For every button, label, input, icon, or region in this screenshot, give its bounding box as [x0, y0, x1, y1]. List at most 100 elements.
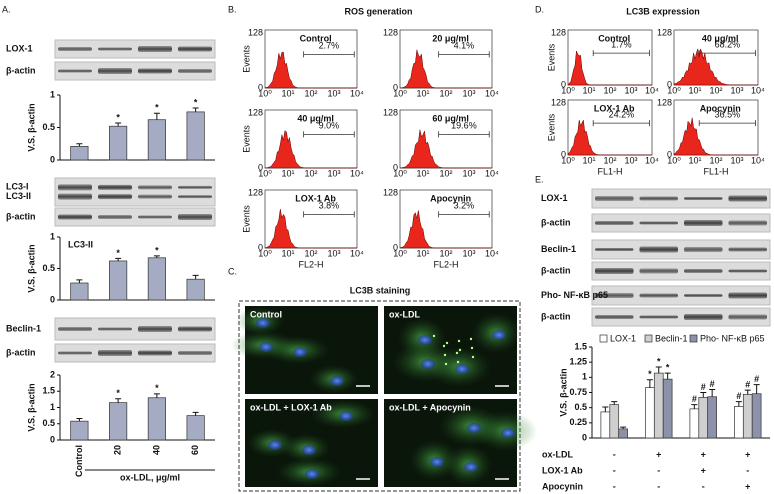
x-tick-label: 10² [709, 155, 722, 165]
sample-label: 20 μg/ml [432, 33, 469, 43]
x-tick-label: 10³ [730, 85, 743, 95]
gate-marker [303, 211, 355, 218]
x-tick-label: 10⁴ [751, 155, 765, 165]
nucleus [421, 359, 435, 369]
blot-band [138, 194, 172, 199]
chart-annotation: LC3-II [68, 239, 93, 249]
bar [147, 119, 166, 161]
y-tick-label: 128 [551, 97, 566, 107]
y-tick-label: 0 [393, 162, 398, 172]
bar [707, 396, 717, 439]
y-tick-label: 128 [248, 187, 263, 197]
blot-image [591, 188, 771, 209]
x-tick-label: 10² [603, 85, 616, 95]
x-tick-label: 10¹ [688, 155, 701, 165]
condition-value: - [746, 465, 749, 475]
legend-label: LOX-1 [610, 333, 636, 343]
blot-band [58, 214, 92, 220]
gate-percent: 1.7% [611, 39, 632, 49]
x-tick-label: 10¹ [281, 168, 294, 178]
blot-band [138, 46, 172, 52]
blot-band [98, 350, 132, 356]
blot-label: β-actin [541, 217, 571, 227]
panel-title: LC3B expression [626, 6, 700, 16]
bar [109, 402, 128, 441]
histogram [399, 49, 492, 89]
error-bar [664, 372, 671, 380]
y-axis-label: Events [546, 43, 556, 71]
blot-band [595, 268, 634, 274]
x-tick-label: 10³ [327, 168, 340, 178]
blot-band [684, 247, 723, 252]
significance-mark: * [194, 97, 198, 107]
panel-title: ROS generation [344, 6, 412, 16]
error-bar [153, 112, 160, 120]
histogram [264, 130, 357, 169]
error-bar [115, 122, 122, 127]
blot-band [684, 220, 723, 226]
gate-marker [303, 51, 355, 58]
nucleus [256, 318, 270, 328]
x-tick-label: 10² [304, 168, 317, 178]
blot-band [595, 221, 634, 225]
blot-band [138, 68, 172, 74]
y-tick-label: 1.25 [569, 357, 587, 367]
panel-label: B. [228, 4, 237, 14]
error-bar [691, 404, 698, 409]
y-tick-label: 1 [50, 402, 55, 412]
bar [645, 387, 655, 439]
blot-image [54, 343, 216, 363]
bar [70, 420, 89, 441]
x-tick-label: 10⁰ [393, 168, 407, 178]
condition-value: - [613, 449, 616, 459]
significance-mark: # [701, 382, 706, 392]
blot-band [178, 46, 212, 52]
blot-band [58, 47, 92, 51]
blot-image [591, 239, 771, 260]
gate-marker [438, 51, 490, 58]
y-tick-label: 128 [657, 97, 672, 107]
x-tick-label: 10¹ [582, 155, 595, 165]
puncta [470, 346, 474, 350]
significance-mark: # [710, 379, 715, 389]
nucleus [268, 440, 282, 450]
y-axis-label: Events [546, 113, 556, 141]
significance-mark: * [155, 383, 159, 393]
puncta [432, 334, 436, 338]
puncta [457, 339, 461, 343]
error-bar [753, 384, 760, 394]
puncta [456, 360, 460, 364]
blot-band [728, 195, 767, 202]
sample-label: Apocynin [430, 193, 471, 203]
blot-image [54, 39, 216, 59]
gate-marker [303, 131, 355, 138]
y-tick-label: 0 [561, 149, 566, 159]
image-label: ox-LDL [389, 309, 420, 319]
blot-label: Beclin-1 [6, 323, 41, 333]
histogram [673, 117, 758, 156]
blot-band [728, 314, 767, 320]
sample-label: LOX-1 Ab [295, 193, 336, 203]
y-tick-label: 0.75 [569, 387, 587, 397]
gate-percent: 36.5% [715, 109, 741, 119]
histogram [673, 47, 758, 86]
sample-label: Control [598, 33, 630, 43]
blot-image [591, 213, 771, 233]
nucleus [339, 411, 353, 421]
error-bar [655, 366, 662, 374]
error-bar [76, 279, 83, 283]
x-tick-label: 10⁰ [561, 85, 575, 95]
sample-label: 40 μg/ml [297, 113, 334, 123]
blot-band [98, 47, 132, 51]
x-tick-label: 10³ [327, 248, 340, 258]
gate-marker [438, 211, 490, 218]
x-tick-label: 10⁰ [667, 85, 681, 95]
gate-percent: 19.6% [451, 121, 477, 131]
condition-label: Apocynin [542, 481, 583, 491]
nucleus [430, 457, 444, 467]
blot-image [54, 207, 216, 227]
gate-marker [698, 120, 756, 127]
bar [662, 378, 673, 439]
bar [734, 406, 744, 439]
significance-mark: # [745, 379, 750, 389]
